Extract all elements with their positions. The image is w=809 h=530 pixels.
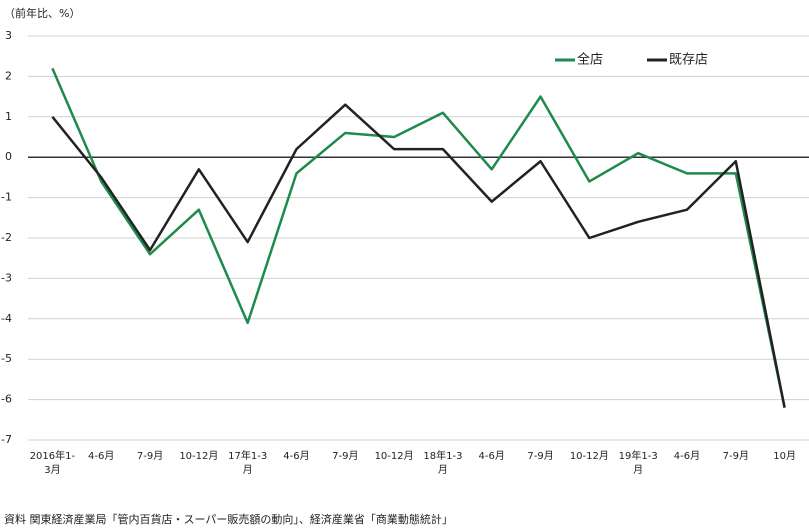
x-tick-label: 2016年1-3月 xyxy=(29,451,76,476)
y-tick-label: -1 xyxy=(1,191,12,204)
y-tick-label: -7 xyxy=(1,433,12,446)
x-tick-label: 7-9月 xyxy=(527,451,554,462)
y-tick-label: -4 xyxy=(1,312,12,325)
legend-label: 全店 xyxy=(577,52,603,68)
series-line xyxy=(51,103,786,408)
y-tick-label: 0 xyxy=(5,150,12,163)
x-tick-label: 7-9月 xyxy=(722,451,749,462)
x-tick-label: 4-6月 xyxy=(88,451,115,462)
y-tick-label: 2 xyxy=(5,69,12,82)
x-tick-label: 7-9月 xyxy=(332,451,359,462)
legend-label: 既存店 xyxy=(669,53,708,68)
x-tick-label: 10-12月 xyxy=(374,451,414,462)
series-line xyxy=(51,67,786,408)
y-tick-label: 1 xyxy=(5,110,12,123)
x-tick-label: 19年1-3月 xyxy=(618,451,658,476)
x-tick-label: 4-6月 xyxy=(478,451,505,462)
y-axis-label: （前年比、%） xyxy=(4,6,80,20)
x-tick-label: 10-12月 xyxy=(179,451,219,462)
y-tick-label: 3 xyxy=(5,29,12,42)
x-tick-label: 4-6月 xyxy=(283,451,310,462)
y-tick-label: -6 xyxy=(1,393,12,406)
x-tick-label: 17年1-3月 xyxy=(228,451,268,476)
source-note: 資料 関東経済産業局「管内百貨店・スーパー販売額の動向」、経済産業省「商業動態統… xyxy=(4,512,453,526)
y-tick-label: -3 xyxy=(1,271,12,284)
x-tick-label: 10-12月 xyxy=(569,451,609,462)
x-tick-label: 7-9月 xyxy=(136,451,164,462)
x-tick-label: 4-6月 xyxy=(673,451,701,462)
x-tick-label: 10月 xyxy=(773,451,796,462)
y-tick-label: -2 xyxy=(1,231,12,244)
y-tick-label: -5 xyxy=(1,352,12,365)
x-tick-label: 18年1-3月 xyxy=(423,451,463,476)
